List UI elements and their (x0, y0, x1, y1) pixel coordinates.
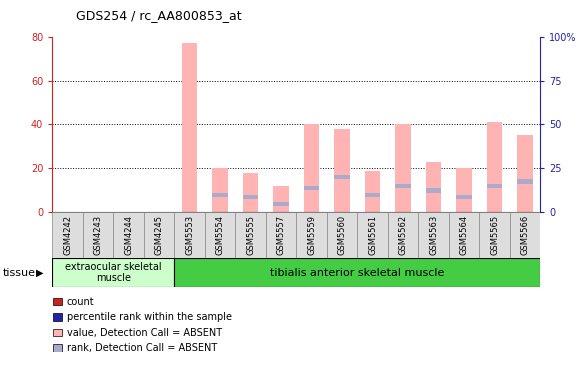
Bar (327, 212, 357, 258)
Bar (487, 184, 502, 188)
Bar (335, 129, 350, 212)
Bar (235, 212, 266, 258)
Text: GSM4245: GSM4245 (155, 214, 163, 255)
Bar (53, 344, 62, 351)
Text: extraocular skeletal
muscle: extraocular skeletal muscle (65, 262, 162, 284)
Bar (213, 168, 228, 212)
Text: GSM5563: GSM5563 (429, 214, 438, 255)
Text: GSM5564: GSM5564 (460, 214, 468, 255)
Text: GSM5560: GSM5560 (338, 214, 346, 255)
Bar (52, 212, 83, 258)
Text: GSM5553: GSM5553 (185, 214, 194, 255)
Bar (304, 186, 319, 190)
Bar (144, 212, 174, 258)
Text: GSM4244: GSM4244 (124, 214, 133, 255)
Bar (518, 135, 533, 212)
Bar (83, 212, 113, 258)
Text: GSM4242: GSM4242 (63, 214, 72, 255)
Text: tibialis anterior skeletal muscle: tibialis anterior skeletal muscle (270, 268, 444, 278)
Bar (457, 195, 472, 199)
Bar (365, 193, 380, 197)
Bar (357, 212, 388, 258)
Text: GSM5555: GSM5555 (246, 214, 255, 255)
Bar (449, 212, 479, 258)
Text: percentile rank within the sample: percentile rank within the sample (67, 312, 232, 322)
Bar (335, 175, 350, 179)
Text: tissue: tissue (3, 268, 36, 278)
Bar (274, 202, 289, 206)
Text: count: count (67, 297, 95, 307)
Bar (113, 212, 144, 258)
Bar (53, 329, 62, 336)
Bar (396, 124, 411, 212)
Text: GSM5557: GSM5557 (277, 214, 285, 255)
Bar (205, 212, 235, 258)
Text: GSM5565: GSM5565 (490, 214, 499, 255)
Text: ▶: ▶ (36, 268, 44, 278)
Bar (274, 186, 289, 212)
Bar (174, 212, 205, 258)
Text: GSM5561: GSM5561 (368, 214, 377, 255)
Bar (426, 188, 441, 193)
Bar (418, 212, 449, 258)
Text: GDS254 / rc_AA800853_at: GDS254 / rc_AA800853_at (76, 9, 241, 22)
Bar (457, 168, 472, 212)
Bar (243, 173, 258, 212)
Bar (182, 43, 197, 212)
Text: value, Detection Call = ABSENT: value, Detection Call = ABSENT (67, 328, 222, 338)
Bar (426, 162, 441, 212)
Text: GSM5562: GSM5562 (399, 214, 407, 255)
Bar (266, 212, 296, 258)
Bar (243, 195, 258, 199)
Text: GSM5566: GSM5566 (521, 214, 529, 255)
Text: rank, Detection Call = ABSENT: rank, Detection Call = ABSENT (67, 343, 217, 353)
Bar (53, 298, 62, 305)
Bar (53, 313, 62, 321)
Bar (388, 212, 418, 258)
Text: GSM4243: GSM4243 (94, 214, 102, 255)
Bar (487, 122, 502, 212)
Text: GSM5559: GSM5559 (307, 214, 316, 255)
Bar (479, 212, 510, 258)
Bar (396, 184, 411, 188)
Text: GSM5554: GSM5554 (216, 214, 224, 255)
Bar (213, 193, 228, 197)
Bar (52, 258, 174, 287)
Bar (296, 212, 327, 258)
Bar (518, 179, 533, 184)
Bar (365, 171, 380, 212)
Bar (174, 258, 540, 287)
Bar (304, 124, 319, 212)
Bar (510, 212, 540, 258)
